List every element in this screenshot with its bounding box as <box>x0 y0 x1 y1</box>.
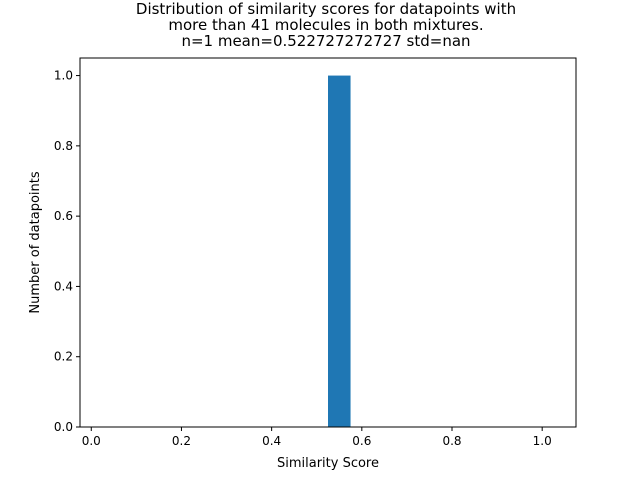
x-tick-label: 0.6 <box>352 434 371 448</box>
chart-title-line: more than 41 molecules in both mixtures. <box>168 16 483 34</box>
x-tick-label: 0.8 <box>442 434 461 448</box>
y-tick-label: 0.0 <box>54 420 73 434</box>
y-axis-ticks: 0.0 0.2 0.4 0.6 0.8 1.0 <box>54 69 80 434</box>
histogram-bar <box>328 75 351 428</box>
y-tick-label: 0.4 <box>54 279 73 293</box>
x-tick-label: 1.0 <box>533 434 552 448</box>
y-tick-label: 0.6 <box>54 209 73 223</box>
y-tick-label: 1.0 <box>54 69 73 83</box>
x-tick-label: 0.2 <box>172 434 191 448</box>
x-tick-label: 0.0 <box>82 434 101 448</box>
plot-frame <box>79 57 577 428</box>
x-tick-label: 0.4 <box>262 434 281 448</box>
y-axis-label: Number of datapoints <box>28 171 43 313</box>
chart-title-line: n=1 mean=0.522727272727 std=nan <box>181 32 470 50</box>
x-axis-label: Similarity Score <box>277 456 379 471</box>
chart-title-line: Distribution of similarity scores for da… <box>136 0 516 18</box>
bars <box>328 75 351 428</box>
y-tick-label: 0.2 <box>54 350 73 364</box>
y-tick-label: 0.8 <box>54 139 73 153</box>
x-axis-ticks: 0.0 0.2 0.4 0.6 0.8 1.0 <box>82 427 552 448</box>
chart-title: Distribution of similarity scores for da… <box>136 0 516 50</box>
